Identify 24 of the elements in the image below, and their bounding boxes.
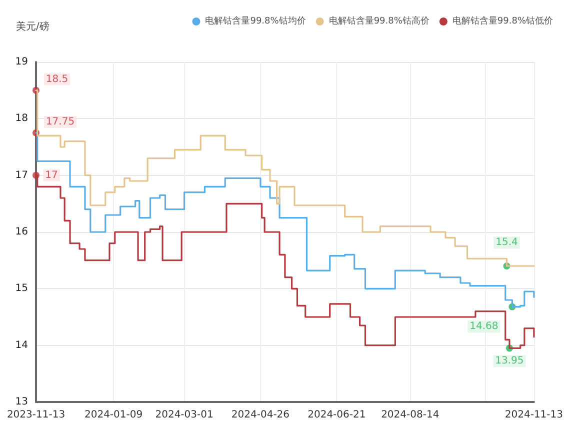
annotation: 13.95 [495,356,524,367]
y-tick-label: 13 [15,396,28,408]
x-tick-label: 2024-08-14 [381,410,440,420]
annotation: 15.4 [496,237,518,248]
y-tick-label: 18 [15,113,28,124]
x-tick-label: 2023-11-13 [6,410,66,420]
y-tick-label: 14 [15,340,28,351]
legend-label: 电解钴含量99.8%钴高价 [328,16,430,26]
annotation: 14.68 [470,321,498,332]
x-tick-label: 2024-04-26 [231,410,290,420]
y-tick-label: 19 [15,56,28,68]
y-axis-title: 美元/磅 [16,20,50,32]
y-tick-label: 16 [15,226,28,238]
legend-label: 电解钴含量99.8%钴低价 [452,16,554,26]
y-tick-label: 17 [15,170,28,181]
annotation: 17.75 [46,116,75,128]
y-tick-label: 15 [15,283,28,294]
x-tick-label: 2024-01-09 [84,410,143,420]
x-tick-label: 2024-06-21 [308,410,366,420]
annotation: 18.5 [46,74,68,85]
x-tick-label: 2024-11-13 [504,410,564,420]
annotation: 17 [45,170,58,181]
x-tick-label: 2024-03-01 [155,410,214,420]
legend-label: 电解钴含量99.8%钴均价 [205,16,306,26]
